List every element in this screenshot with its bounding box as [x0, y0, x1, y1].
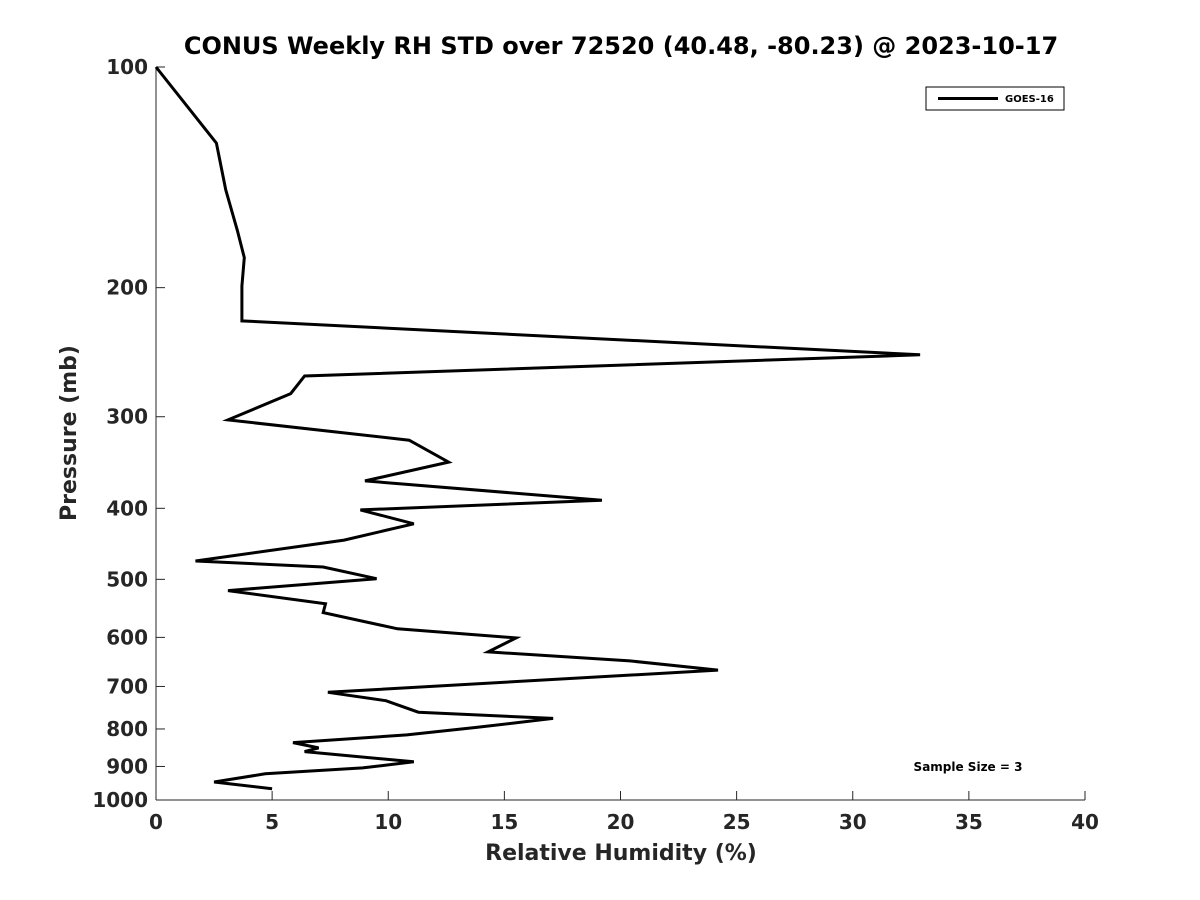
legend: GOES-16: [925, 86, 1065, 111]
x-axis-title: Relative Humidity (%): [485, 841, 757, 866]
x-tick-label: 25: [723, 810, 751, 834]
x-tick-label: 5: [265, 810, 279, 834]
y-tick-label: 1000: [92, 788, 148, 812]
x-tick-label: 20: [607, 810, 635, 834]
y-tick-label: 300: [106, 405, 148, 429]
x-tick-label: 30: [839, 810, 867, 834]
y-axis: 100 200 300 400 500 600 700 800 900 1000: [92, 55, 165, 812]
plot-area: [154, 66, 921, 791]
x-axis: 0 5 10 15 20 25 30 35 40: [149, 791, 1099, 834]
y-tick-label: 400: [106, 496, 148, 520]
x-tick-label: 35: [955, 810, 983, 834]
series-line-goes-16: [154, 66, 921, 791]
y-tick-label: 100: [106, 55, 148, 79]
y-tick-label: 700: [106, 674, 148, 698]
y-tick-label: 200: [106, 276, 148, 300]
x-tick-label: 0: [149, 810, 163, 834]
y-tick-label: 500: [106, 567, 148, 591]
sample-size-annotation: Sample Size = 3: [914, 760, 1023, 774]
y-tick-label: 800: [106, 717, 148, 741]
axes: [155, 67, 1085, 801]
x-tick-label: 10: [374, 810, 402, 834]
x-tick-label: 40: [1071, 810, 1099, 834]
x-tick-label: 15: [490, 810, 518, 834]
chart-title: CONUS Weekly RH STD over 72520 (40.48, -…: [184, 32, 1058, 60]
y-axis-title: Pressure (mb): [57, 345, 82, 521]
legend-label-goes-16: GOES-16: [1005, 94, 1054, 105]
y-tick-label: 600: [106, 625, 148, 649]
y-tick-label: 900: [106, 754, 148, 778]
